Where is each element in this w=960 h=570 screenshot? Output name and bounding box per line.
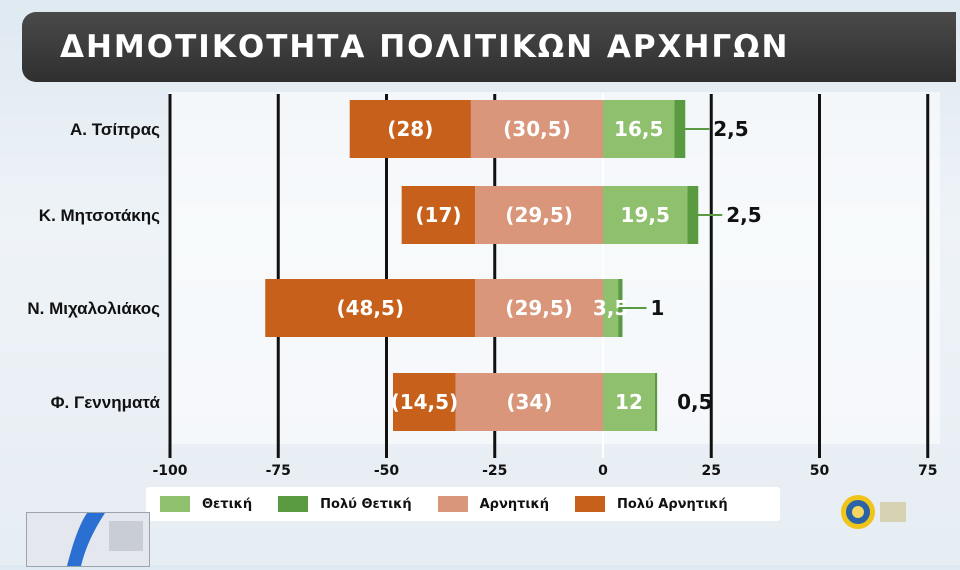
bar-very-negative: [349, 100, 471, 158]
bar-very-negative: [401, 186, 476, 244]
bar-positive: [603, 279, 619, 337]
bar-very-positive: [674, 100, 686, 158]
label-negative: (34): [506, 390, 552, 414]
label-positive: 16,5: [614, 117, 663, 141]
label-positive: 19,5: [621, 203, 670, 227]
legend-swatch: [437, 496, 468, 512]
label-very-negative: (17): [415, 203, 461, 227]
category-label: Φ. Γεννηματά: [51, 393, 161, 412]
label-very-positive: 2,5: [726, 203, 761, 227]
category-label: Κ. Μητσοτάκης: [39, 206, 160, 225]
chart-title: ΔΗΜΟΤΙΚΟΤΗΤΑ ΠΟΛΙΤΙΚΩΝ ΑΡΧΗΓΩΝ: [60, 29, 790, 65]
legend-label: Θετική: [202, 496, 253, 512]
legend-label: Πολύ Θετική: [320, 496, 412, 512]
bar-positive: [603, 100, 675, 158]
label-negative: (29,5): [505, 203, 573, 227]
legend-swatch: [160, 496, 190, 512]
x-tick-label: -75: [266, 463, 291, 479]
legend-item: Πολύ Αρνητική: [574, 496, 728, 512]
bar-very-negative: [265, 279, 476, 337]
x-tick-label: -100: [152, 463, 187, 479]
bar-positive: [603, 186, 688, 244]
bar-positive: [603, 373, 655, 431]
label-very-negative: (48,5): [336, 296, 404, 320]
legend-label: Πολύ Αρνητική: [616, 496, 728, 512]
ribbon-icon: [67, 513, 105, 566]
x-tick-label: 25: [702, 463, 721, 479]
label-negative: (30,5): [503, 117, 571, 141]
bar-very-positive: [654, 373, 658, 431]
label-very-positive: 0,5: [677, 390, 712, 414]
bar-negative: [455, 373, 603, 431]
legend-swatch: [278, 496, 309, 512]
title-bar: ΔΗΜΟΤΙΚΟΤΗΤΑ ΠΟΛΙΤΙΚΩΝ ΑΡΧΗΓΩΝ: [22, 12, 956, 82]
legend: Θετική Πολύ Θετική Αρνητική Πολύ Αρνητική: [146, 487, 780, 521]
x-tick-label: 0: [598, 463, 608, 479]
x-tick-label: 75: [918, 463, 937, 479]
label-negative: (29,5): [505, 296, 573, 320]
bar-very-negative: [392, 373, 456, 431]
category-label: Ν. Μιχαλολιάκος: [27, 299, 160, 318]
label-very-positive: 2,5: [713, 117, 748, 141]
label-positive: 12: [615, 390, 643, 414]
legend-item: Θετική: [160, 496, 252, 512]
legend-label: Αρνητική: [479, 496, 549, 512]
x-tick-label: -50: [374, 463, 400, 479]
category-label: Α. Τσίπρας: [70, 120, 160, 139]
x-tick-label: -25: [482, 463, 507, 479]
bar-negative: [475, 186, 603, 244]
label-very-negative: (28): [387, 117, 433, 141]
label-very-positive: 1: [650, 296, 664, 320]
legend-item: Πολύ Θετική: [278, 496, 412, 512]
x-tick-label: 50: [810, 463, 830, 479]
popularity-chart: (28) (30,5) 16,5 2,5 Α. Τσίπρας (17) (29,5) 19,…: [27, 94, 937, 479]
channel-thumbnail: [26, 512, 150, 567]
university-logo: [841, 495, 906, 529]
bar-very-positive: [687, 186, 699, 244]
bar-negative: [470, 100, 603, 158]
legend-swatch: [574, 496, 605, 512]
label-very-negative: (14,5): [391, 390, 459, 414]
legend-item: Αρνητική: [437, 496, 549, 512]
bar-negative: [475, 279, 603, 337]
